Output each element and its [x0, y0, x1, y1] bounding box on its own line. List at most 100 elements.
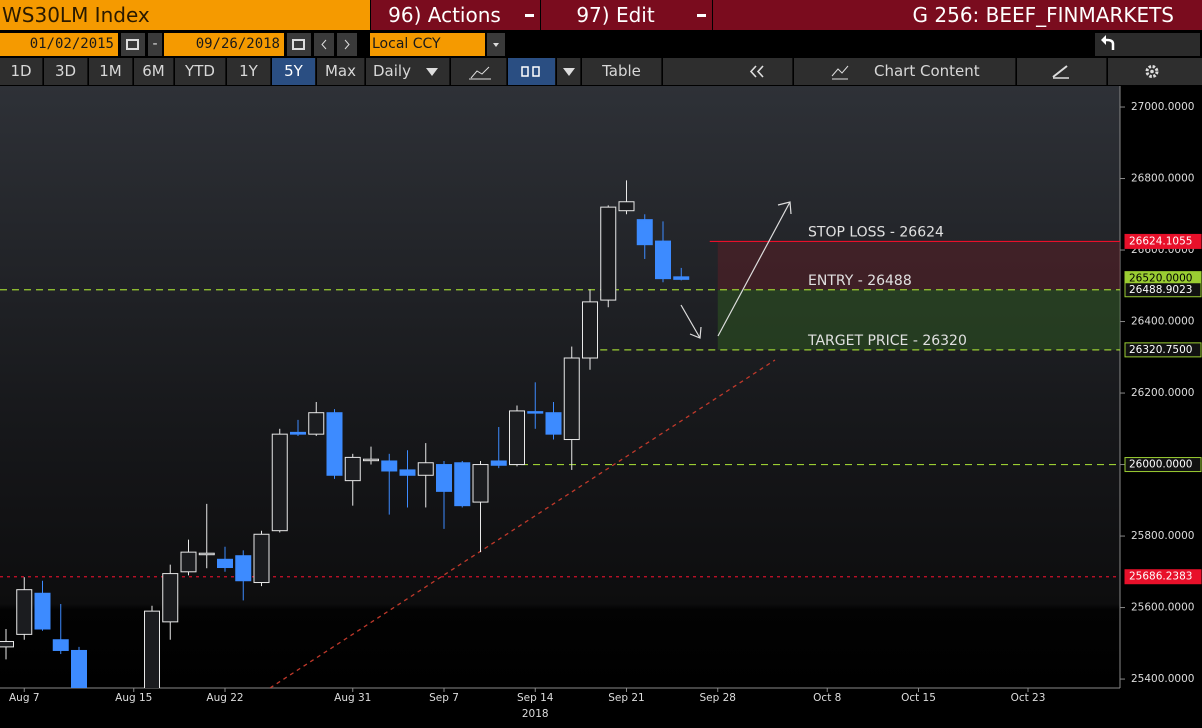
y-tick-label: 26800.0000	[1131, 173, 1194, 185]
arrow-up	[717, 201, 791, 337]
candle-body	[235, 555, 252, 582]
candle-body	[34, 592, 51, 630]
candle-body	[162, 573, 179, 623]
candle-body	[144, 610, 160, 688]
undo-button[interactable]	[1095, 33, 1200, 56]
candle-body	[545, 412, 562, 435]
settings-button[interactable]	[1108, 58, 1202, 85]
y-tick-label: 26400.0000	[1131, 316, 1194, 328]
last-price-tag-label: 26520.0000	[1129, 273, 1192, 285]
x-tick-label: Oct 8	[813, 692, 841, 704]
candle-body	[271, 433, 288, 532]
x-tick-label: Aug 22	[206, 692, 243, 704]
arrow-head	[689, 326, 702, 339]
calendar-button[interactable]	[287, 33, 311, 56]
candle-body	[436, 464, 452, 492]
candle-body	[344, 456, 361, 482]
date-separator: -	[148, 33, 162, 56]
axis-background	[1120, 86, 1202, 728]
y-tick-label: 25400.0000	[1131, 673, 1194, 685]
candle-body	[490, 460, 507, 466]
dropdown-glyph	[525, 14, 534, 17]
group-label: G 256: BEEF_FINMARKETS	[713, 0, 1202, 30]
candle-body	[16, 589, 33, 635]
range-button[interactable]: 3D	[44, 58, 88, 85]
actions-label: 96) Actions	[388, 3, 501, 27]
next-button[interactable]	[337, 33, 357, 56]
candle-body	[655, 240, 671, 280]
candle-body	[381, 460, 398, 472]
annotation: STOP LOSS - 26624	[808, 224, 944, 240]
candle-body	[363, 458, 379, 462]
levels	[0, 240, 1120, 578]
candle-body	[180, 551, 197, 573]
candle-body	[636, 219, 653, 246]
table-button[interactable]: Table	[582, 58, 662, 85]
plot-background	[0, 86, 1120, 688]
end-date[interactable]: 09/26/2018	[164, 33, 284, 56]
level-tag-label: 26000.0000	[1129, 459, 1192, 471]
x-tick-label: Sep 14	[517, 692, 554, 704]
level-tag-label: 26320.7500	[1129, 344, 1192, 356]
currency-dropdown[interactable]	[487, 33, 505, 56]
prev-button[interactable]	[314, 33, 334, 56]
y-tick-label: 27000.0000	[1131, 101, 1194, 113]
chart-content-button[interactable]: Chart Content	[794, 58, 1016, 85]
stop-loss-zone	[717, 241, 1120, 290]
period-select[interactable]: Daily	[366, 58, 450, 85]
candle-chart-button[interactable]	[508, 58, 556, 85]
y-tick-label: 26200.0000	[1131, 387, 1194, 399]
ticker[interactable]: WS30LM Index	[0, 0, 370, 30]
range-button[interactable]: Max	[317, 58, 365, 85]
candle-body	[253, 533, 270, 584]
level-tag	[1124, 342, 1202, 358]
x-year-label: 2018	[522, 708, 549, 720]
x-tick-label: Aug 31	[334, 692, 371, 704]
actions-menu[interactable]: 96) Actions	[371, 0, 540, 30]
candle-body	[563, 357, 580, 441]
line-chart-button[interactable]	[451, 58, 507, 85]
range-button[interactable]: YTD	[175, 58, 226, 85]
toolbar-spacer	[663, 58, 723, 85]
candle-body	[509, 410, 525, 466]
range-button[interactable]: 1D	[0, 58, 43, 85]
range-button[interactable]: 6M	[134, 58, 174, 85]
calendar-button[interactable]	[121, 33, 145, 56]
candle-body	[673, 276, 690, 280]
currency-select[interactable]: Local CCY	[370, 33, 485, 56]
candle-body	[198, 552, 215, 556]
range-button[interactable]: 1Y	[227, 58, 271, 85]
candle-body	[582, 301, 598, 359]
candle-body	[0, 641, 14, 648]
chart-type-dropdown[interactable]	[557, 58, 581, 85]
range-button[interactable]: 1M	[89, 58, 133, 85]
arrow-head	[777, 201, 792, 215]
x-tick-label: Oct 23	[1011, 692, 1046, 704]
candle-body	[308, 412, 325, 435]
candle-body	[290, 431, 306, 435]
range-button[interactable]: 5Y	[272, 58, 316, 85]
candles	[0, 180, 690, 688]
arrow-down	[680, 304, 701, 339]
chart-content-label: Chart Content	[874, 62, 980, 80]
candle-body	[472, 464, 489, 503]
x-tick-label: Oct 15	[901, 692, 936, 704]
annotation: TARGET PRICE - 26320	[807, 333, 967, 349]
period-label: Daily	[373, 62, 411, 80]
candle-body	[618, 201, 635, 212]
y-tick-label: 25600.0000	[1131, 602, 1194, 614]
y-tick-label: 25800.0000	[1131, 530, 1194, 542]
annotate-button[interactable]	[1017, 58, 1107, 85]
start-date[interactable]: 01/02/2015	[0, 33, 118, 56]
x-tick-label: Aug 15	[115, 692, 152, 704]
level-tag	[1124, 233, 1202, 249]
x-tick-label: Aug 7	[9, 692, 40, 704]
level-tag-label: 25686.2383	[1129, 571, 1192, 583]
level-tag	[1124, 282, 1202, 298]
x-tick-label: Sep 28	[700, 692, 737, 704]
collapse-button[interactable]	[723, 58, 793, 85]
edit-menu[interactable]: 97) Edit	[541, 0, 712, 30]
edit-label: 97) Edit	[576, 3, 655, 27]
